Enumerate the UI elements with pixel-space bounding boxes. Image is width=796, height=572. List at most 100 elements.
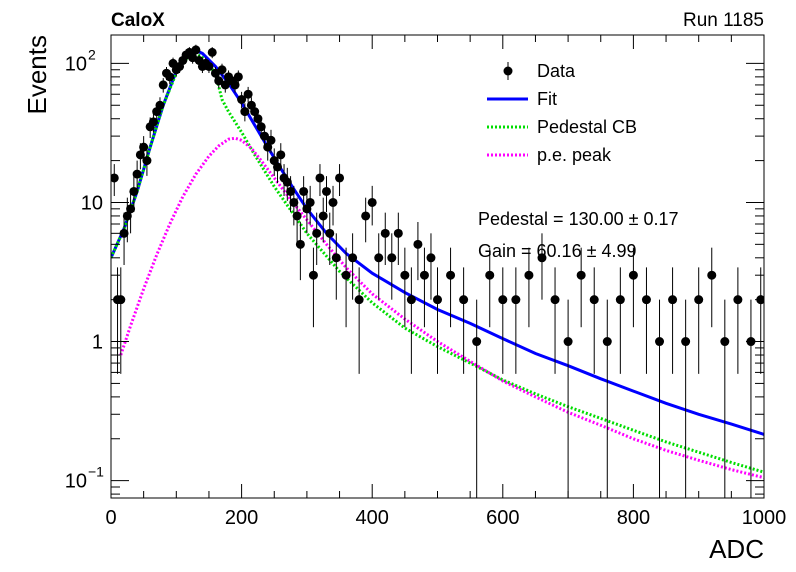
data-point <box>295 239 305 249</box>
data-point <box>148 117 158 127</box>
data-point <box>400 270 410 280</box>
data-point <box>550 295 560 305</box>
series-fit-curve <box>111 48 764 436</box>
data-point <box>537 253 547 263</box>
x-tick-label: 800 <box>617 507 650 529</box>
data-point <box>328 197 338 207</box>
x-axis-label: ADC <box>709 534 764 564</box>
data-point <box>155 100 165 110</box>
series-pedestal-cb-curve <box>111 51 764 474</box>
data-point <box>681 337 691 347</box>
x-axis: 0 200 400 600 800 1000 <box>105 35 786 529</box>
data-point <box>380 228 390 238</box>
data-point <box>374 253 384 263</box>
data-point <box>694 295 704 305</box>
data-point <box>419 270 429 280</box>
data-point <box>318 211 328 221</box>
data-point <box>299 186 309 196</box>
data-point <box>406 295 416 305</box>
data-point <box>220 80 230 90</box>
legend-label: p.e. peak <box>537 145 612 165</box>
data-point <box>132 169 142 179</box>
y-tick-label: 10 <box>65 471 87 493</box>
legend-marker <box>503 66 513 76</box>
data-point <box>286 186 296 196</box>
data-point <box>289 197 299 207</box>
data-point <box>472 337 482 347</box>
data-point <box>433 295 442 305</box>
gain-stat: Gain = 60.16 ± 4.99 <box>478 241 637 261</box>
data-point <box>393 228 403 238</box>
data-point <box>354 295 364 305</box>
data-point <box>733 295 743 305</box>
data-point <box>214 76 224 86</box>
data-point <box>655 337 665 347</box>
data-point <box>305 197 315 207</box>
data-point <box>256 122 266 132</box>
plot-frame <box>110 34 765 499</box>
y-axis-label: Events <box>22 35 52 115</box>
data-point <box>446 270 456 280</box>
y-tick-exponent: −1 <box>88 464 104 480</box>
data-point <box>129 186 139 196</box>
data-point <box>498 295 508 305</box>
data-point <box>628 270 638 280</box>
data-point <box>641 295 651 305</box>
data-points <box>111 44 764 498</box>
legend: Data Fit Pedestal CB p.e. peak <box>487 61 637 165</box>
data-point <box>266 135 276 145</box>
data-point <box>707 270 717 280</box>
data-point <box>341 270 351 280</box>
y-tick-label: 1 <box>92 332 103 354</box>
data-point <box>361 211 371 221</box>
data-point <box>292 211 302 221</box>
pedestal-stat: Pedestal = 130.00 ± 0.17 <box>478 209 679 229</box>
data-point <box>237 94 247 104</box>
data-point <box>263 142 273 152</box>
y-tick-exponent: 2 <box>88 46 96 62</box>
data-point <box>576 270 586 280</box>
data-point <box>217 65 227 75</box>
data-point <box>259 131 269 141</box>
data-point <box>335 173 345 183</box>
data-point <box>142 156 152 166</box>
x-tick-label: 400 <box>356 507 389 529</box>
data-point <box>276 150 286 160</box>
run-label: Run 1185 <box>683 10 764 31</box>
data-point <box>615 295 625 305</box>
data-point <box>485 270 495 280</box>
data-point <box>165 72 175 82</box>
fit-curves <box>111 48 764 480</box>
y-tick-label: 10 <box>81 192 103 214</box>
data-point <box>233 72 243 82</box>
data-point <box>230 80 240 90</box>
data-point <box>308 270 318 280</box>
data-point <box>312 228 322 238</box>
x-tick-label: 600 <box>486 507 519 529</box>
data-point <box>116 295 126 305</box>
data-point <box>207 47 217 57</box>
x-tick-label: 1000 <box>742 507 787 529</box>
data-point <box>387 253 397 263</box>
data-point <box>243 89 253 99</box>
data-point <box>331 253 341 263</box>
x-tick-label: 0 <box>105 507 116 529</box>
data-point <box>459 295 469 305</box>
data-point <box>668 295 678 305</box>
data-point <box>315 173 325 183</box>
series-p-e-peak-curve <box>119 136 764 480</box>
data-point <box>511 295 521 305</box>
data-point <box>720 337 730 347</box>
data-point <box>139 142 149 152</box>
data-point <box>273 162 283 172</box>
data-point <box>158 80 168 90</box>
data-point <box>119 228 129 238</box>
data-point <box>111 173 119 183</box>
data-point <box>135 150 145 160</box>
data-point <box>253 114 263 124</box>
data-point <box>282 177 292 187</box>
data-point <box>191 45 201 55</box>
data-point <box>426 253 436 263</box>
